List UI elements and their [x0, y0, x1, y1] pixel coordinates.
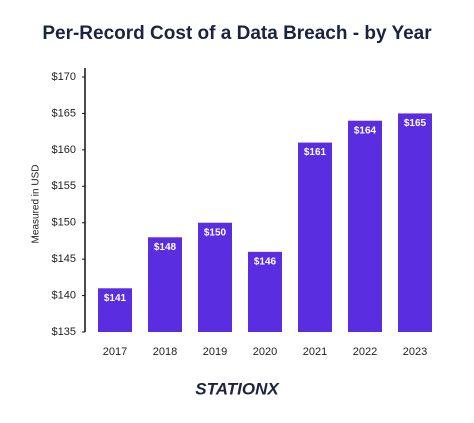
y-tick-label: $140	[52, 289, 76, 301]
y-tick-label: $150	[52, 217, 76, 229]
value-label: $164	[354, 125, 377, 136]
x-tick-label: 2019	[203, 346, 227, 358]
x-tick-label: 2020	[253, 346, 277, 358]
logo: STATIONX	[195, 379, 280, 398]
value-label: $165	[404, 118, 427, 129]
bar	[398, 113, 432, 332]
bar	[298, 142, 332, 332]
value-label: $141	[104, 293, 127, 304]
y-tick-label: $155	[52, 180, 76, 192]
x-tick-label: 2017	[103, 346, 127, 358]
value-label: $146	[254, 256, 277, 267]
y-tick-label: $135	[52, 326, 76, 338]
bar	[98, 288, 132, 332]
value-label: $148	[154, 242, 177, 253]
y-tick-label: $160	[52, 144, 76, 156]
x-tick-label: 2021	[303, 346, 327, 358]
value-label: $150	[204, 227, 227, 238]
chart-title: Per-Record Cost of a Data Breach - by Ye…	[42, 23, 432, 44]
bar	[348, 120, 382, 332]
value-label: $161	[304, 147, 327, 158]
bar	[148, 237, 182, 332]
y-axis-label: Measured in USD	[31, 165, 42, 244]
y-tick-label: $170	[52, 71, 76, 83]
x-tick-label: 2018	[153, 346, 177, 358]
bar	[198, 222, 232, 332]
bar	[248, 251, 282, 332]
y-tick-label: $145	[52, 253, 76, 265]
y-tick-label: $165	[52, 107, 76, 119]
x-tick-label: 2022	[353, 346, 377, 358]
x-tick-label: 2023	[403, 346, 427, 358]
